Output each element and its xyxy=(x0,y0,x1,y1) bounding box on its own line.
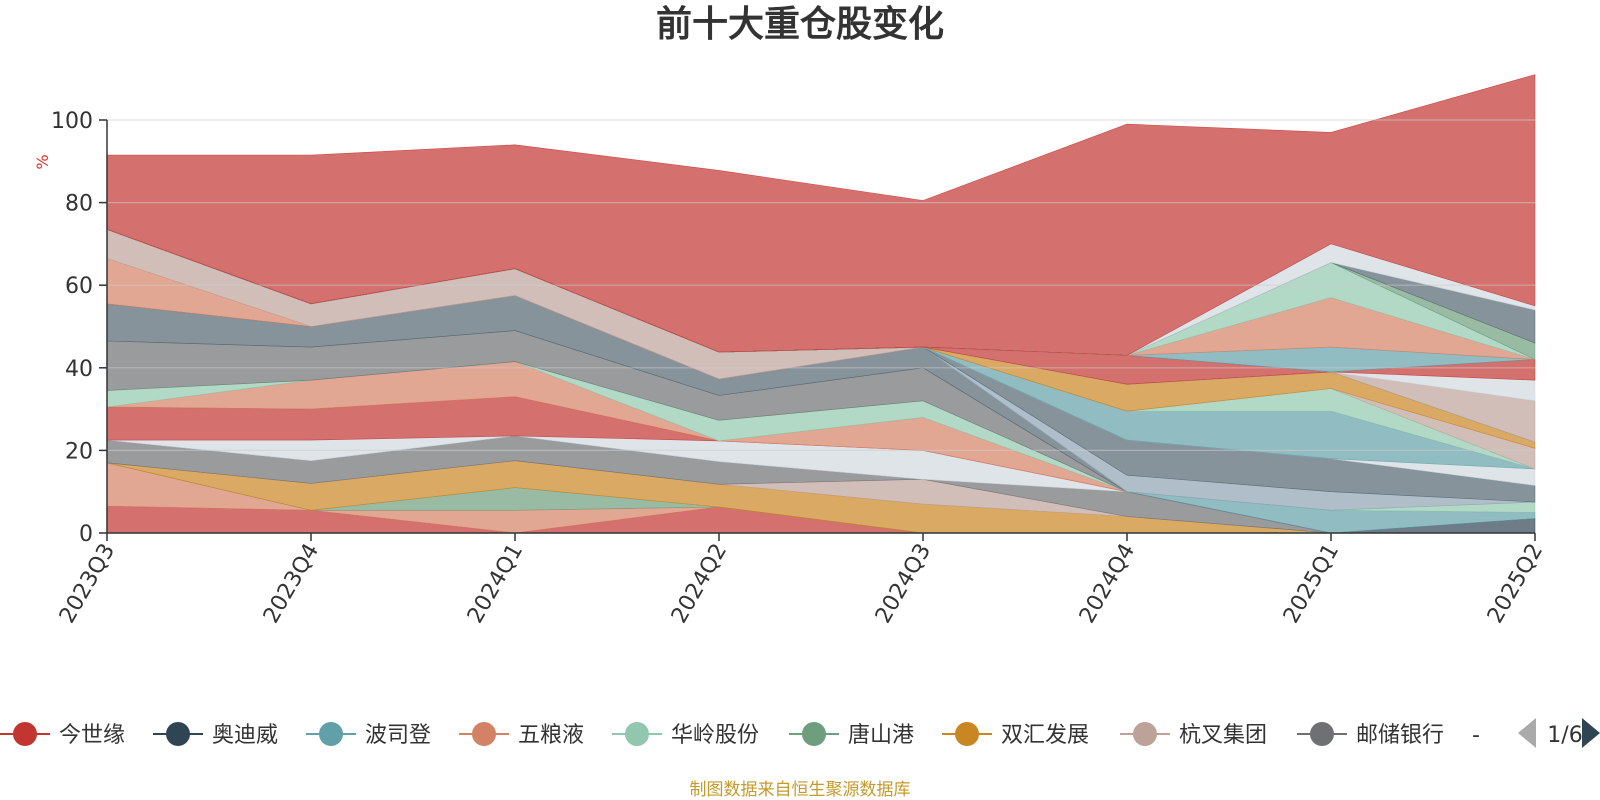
legend: 今世缘 奥迪威 波司登 五粮液 华岭股份 唐山港 双汇发展 杭叉集团 邮储银行 xyxy=(0,722,1444,748)
legend-marker-icon xyxy=(13,722,37,746)
x-tick-label: 2024Q1 xyxy=(463,540,528,628)
legend-item[interactable]: 奥迪威 xyxy=(153,722,278,748)
legend-item[interactable]: 今世缘 xyxy=(0,722,125,748)
area-series-group xyxy=(106,74,1536,534)
x-axis-ticks: 2023Q3 2023Q4 2024Q1 2024Q2 2024Q3 2024Q4 2025… xyxy=(55,533,1548,628)
legend-item[interactable]: 华岭股份 xyxy=(612,722,759,748)
legend-marker-icon xyxy=(1310,722,1334,746)
legend-more-marker: - xyxy=(1472,723,1480,748)
legend-label: 双汇发展 xyxy=(1001,723,1089,748)
legend-label: 邮储银行 xyxy=(1356,723,1444,748)
y-axis-unit: % xyxy=(33,154,52,169)
axes xyxy=(106,120,1535,534)
y-tick-label: 80 xyxy=(65,192,93,217)
legend-marker-icon xyxy=(625,722,649,746)
legend-label: 奥迪威 xyxy=(212,723,278,748)
legend-label: 华岭股份 xyxy=(671,723,759,748)
y-tick-label: 60 xyxy=(65,274,93,299)
legend-item[interactable]: 五粮液 xyxy=(459,722,584,748)
legend-next-page-icon[interactable] xyxy=(1582,718,1600,748)
x-tick-label: 2025Q2 xyxy=(1483,540,1548,628)
legend-label: 今世缘 xyxy=(59,723,125,748)
legend-label: 杭叉集团 xyxy=(1179,723,1267,748)
y-tick-label: 40 xyxy=(65,357,93,382)
x-tick-label: 2023Q4 xyxy=(259,540,324,628)
legend-marker-icon xyxy=(166,722,190,746)
x-tick-label: 2023Q3 xyxy=(55,540,120,628)
y-tick-label: 0 xyxy=(79,522,93,547)
legend-item[interactable]: 邮储银行 xyxy=(1297,722,1444,748)
y-tick-label: 100 xyxy=(51,109,93,134)
x-tick-label: 2024Q3 xyxy=(871,540,936,628)
legend-item[interactable]: 双汇发展 xyxy=(942,722,1089,748)
legend-marker-icon xyxy=(955,722,979,746)
legend-label: 五粮液 xyxy=(518,723,584,748)
legend-label: 唐山港 xyxy=(848,723,914,748)
source-note: 制图数据来自恒生聚源数据库 xyxy=(690,780,911,800)
x-tick-label: 2024Q4 xyxy=(1075,540,1140,628)
legend-marker-icon xyxy=(472,722,496,746)
legend-page-indicator: 1/6 xyxy=(1547,723,1582,748)
x-tick-label: 2024Q2 xyxy=(667,540,732,628)
legend-label: 波司登 xyxy=(365,723,431,748)
y-axis-ticks: 0 20 40 60 80 100 xyxy=(51,109,107,547)
chart-title: 前十大重仓股变化 xyxy=(656,3,944,45)
legend-prev-page-icon[interactable] xyxy=(1518,718,1536,748)
y-tick-label: 20 xyxy=(65,439,93,464)
legend-item[interactable]: 杭叉集团 xyxy=(1120,722,1267,748)
legend-item[interactable]: 唐山港 xyxy=(789,722,914,748)
legend-marker-icon xyxy=(802,722,826,746)
legend-marker-icon xyxy=(1133,722,1157,746)
legend-item[interactable]: 波司登 xyxy=(306,722,431,748)
legend-marker-icon xyxy=(319,722,343,746)
x-tick-label: 2025Q1 xyxy=(1279,540,1344,628)
